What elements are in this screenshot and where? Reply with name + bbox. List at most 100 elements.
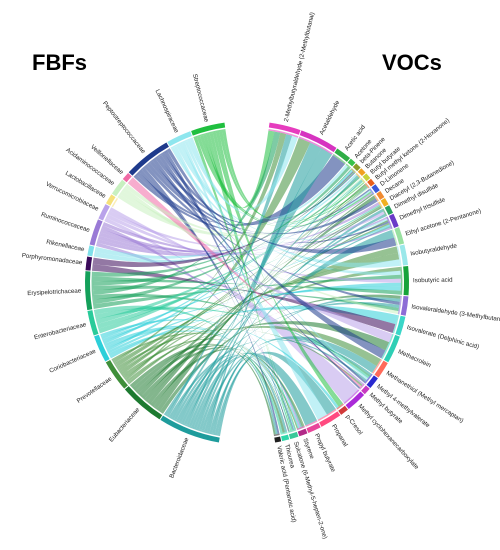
right-segment-inner-arc-thiourea xyxy=(280,431,288,435)
right-segment-arc-d-limonene xyxy=(371,184,380,194)
link-ribbon xyxy=(111,305,398,358)
right-segment-arc-acetic-acid xyxy=(334,148,351,162)
right-segment-inner-arc-propanal xyxy=(317,408,337,422)
left-segment-inner-arc-coriobacteriaceae xyxy=(100,333,113,359)
left-segment-arc-acidaminococcaceae xyxy=(111,179,127,197)
link-ribbon xyxy=(173,146,327,420)
right-segment-label-isovalerate-delphinic-acid: Isovalerate (Delphinic acid) xyxy=(406,324,480,351)
left-segment-arc-erysipelotrichaceae xyxy=(85,271,93,311)
left-segment-arc-rikenellaceae xyxy=(87,245,95,257)
left-segment-arc-eubacteriaceae xyxy=(124,386,163,420)
segment-arc-layer xyxy=(85,122,409,443)
right-segment-arc-methyl-4-methylvalerate xyxy=(366,375,378,389)
right-segment-inner-arc-acetone xyxy=(345,163,352,169)
right-segment-inner-arc-ethyl-acetone-2-pentanone xyxy=(391,229,398,246)
right-segment-arc-propyl-butyrate xyxy=(306,422,321,433)
link-ribbon xyxy=(190,135,298,211)
left-segment-inner-arc-lachnospiraceae xyxy=(170,137,193,149)
left-segment-inner-arc-porphyromonadaceae xyxy=(91,257,96,271)
link-ribbon xyxy=(101,319,339,409)
right-segment-arc-diacetyl-2-3-butanedione xyxy=(380,198,389,207)
left-segment-inner-arc-peptostreptococcaceae xyxy=(133,148,171,178)
right-segment-inner-arc-decane xyxy=(373,194,379,202)
right-segment-inner-arc-diacetyl-2-3-butanedione xyxy=(378,201,383,209)
link-ribbon xyxy=(93,264,396,334)
right-segment-arc-dimethyl-trisulfide xyxy=(388,213,399,228)
link-ribbon xyxy=(134,175,370,234)
left-segment-arc-coriobacteriaceae xyxy=(94,334,110,362)
right-segment-arc-methyl-cyclohexanecarboxylate xyxy=(345,391,365,410)
right-segment-arc-isobutyric-acid xyxy=(403,265,409,296)
right-segment-label-isobutyric-acid: Isobutyric acid xyxy=(413,277,453,285)
link-ribbon xyxy=(203,130,275,208)
left-segment-label-coriobacteriaceae: Coriobacteriaceae xyxy=(48,348,97,375)
right-segment-inner-arc-valeric-acid-pentanoic-acid xyxy=(273,433,280,437)
right-segment-inner-arc-butyl-methyl-ketone-2-hexanone xyxy=(364,182,370,189)
right-segment-inner-arc-butyl-butyrate xyxy=(360,177,366,184)
right-segment-inner-arc-methacrolein xyxy=(381,333,394,360)
left-segment-arc-peptostreptococcaceae xyxy=(128,142,169,176)
right-segment-inner-arc-butanone xyxy=(355,172,361,179)
right-segment-inner-arc-acetic-acid xyxy=(332,153,346,165)
link-ribbon xyxy=(110,208,393,343)
right-segment-label-isovaleraldehyde-3-methylbutanal: Isovaleraldehyde (3-Methylbutanal) xyxy=(411,303,500,324)
right-segment-inner-arc-propyl-butyrate xyxy=(305,420,318,427)
left-segment-inner-arc-acidaminococcaceae xyxy=(117,183,129,199)
left-segment-arc-lachnospiraceae xyxy=(167,131,192,147)
right-segment-arc-acetaldehyde xyxy=(299,130,337,153)
right-segment-inner-arc-dimethyl-disulfide xyxy=(382,208,388,217)
left-segment-arc-prevotellaceae xyxy=(105,359,129,389)
link-ribbon xyxy=(93,276,401,295)
left-segment-arc-ruminococcaceae xyxy=(89,219,103,246)
link-ribbon xyxy=(103,222,392,255)
right-segment-arc-isovaleraldehyde-3-methylbutanal xyxy=(400,295,409,316)
right-segment-inner-arc-2-methylbutyraldehyde-2-methylbutanal xyxy=(268,129,299,138)
right-segment-inner-arc-methanethiol-methyl-mercaptan xyxy=(372,359,383,374)
right-segment-arc-beta-pinene xyxy=(352,163,361,172)
link-ribbon xyxy=(96,173,358,259)
left-segment-label-rikenellaceae: Rikenellaceae xyxy=(46,239,86,254)
left-segment-arc-lactobacillaceae xyxy=(105,194,116,206)
left-segment-arc-streptococcaceae xyxy=(191,122,226,136)
link-ribbon xyxy=(155,156,356,225)
left-segment-inner-arc-rikenellaceae xyxy=(93,246,98,257)
right-segment-inner-arc-d-limonene xyxy=(369,188,375,195)
link-ribbon xyxy=(206,133,293,431)
left-segment-inner-arc-eubacteriaceae xyxy=(129,384,164,414)
right-segment-inner-arc-sulcatone-6-methyl-5-hepten-2-one xyxy=(288,429,297,433)
link-ribbon xyxy=(125,184,369,236)
right-segment-arc-thiourea xyxy=(281,434,290,442)
right-segment-label-methacrolein: Methacrolein xyxy=(397,348,433,369)
link-ribbon xyxy=(93,285,399,312)
right-segment-inner-arc-isobutyric-acid xyxy=(400,266,403,295)
link-ribbon xyxy=(166,134,293,416)
right-segment-arc-propanal xyxy=(319,411,341,427)
link-ribbon xyxy=(116,205,381,367)
left-segment-label-porphyromonadaceae: Porphyromonadaceae xyxy=(21,252,83,266)
right-segment-arc-styrene xyxy=(297,428,308,437)
link-ribbon xyxy=(169,339,367,418)
right-segment-inner-arc-beta-pinene xyxy=(350,168,357,174)
left-segment-inner-arc-enterobacteriaceae xyxy=(93,309,102,334)
right-segment-arc-butyl-methyl-ketone-2-hexanone xyxy=(367,178,375,187)
link-ribbon xyxy=(209,132,291,431)
right-segment-inner-arc-dimethyl-trisulfide xyxy=(386,216,393,229)
right-segment-label-2-methylbutyraldehyde-2-methylbutanal: 2-Methylbutyraldehyde (2-Methylbutanal) xyxy=(283,12,316,123)
left-segment-inner-arc-lactobacillaceae xyxy=(111,197,119,208)
left-segment-arc-enterobacteriaceae xyxy=(87,310,99,336)
left-segment-label-streptococcaceae: Streptococcaceae xyxy=(191,73,210,123)
left-segment-label-prevotellaceae: Prevotellaceae xyxy=(76,375,114,405)
left-segment-inner-arc-verrucomicrobiaceae xyxy=(104,207,113,222)
right-group-title: VOCs xyxy=(382,50,442,75)
right-segment-inner-arc-isobutyraldehyde xyxy=(396,246,402,266)
left-segment-arc-porphyromonadaceae xyxy=(85,256,93,271)
right-segment-arc-decane xyxy=(376,191,385,200)
link-ribbon xyxy=(161,153,397,254)
right-segment-label-propanal: Propanal xyxy=(330,423,349,448)
link-ribbon xyxy=(96,306,370,379)
left-segment-label-acidaminococcaceae: Acidaminococcaceae xyxy=(64,147,116,188)
right-segment-inner-arc-isovalerate-delphinic-acid xyxy=(392,315,400,334)
link-ribbon xyxy=(105,218,359,403)
right-segment-arc-valeric-acid-pentanoic-acid xyxy=(274,436,282,443)
